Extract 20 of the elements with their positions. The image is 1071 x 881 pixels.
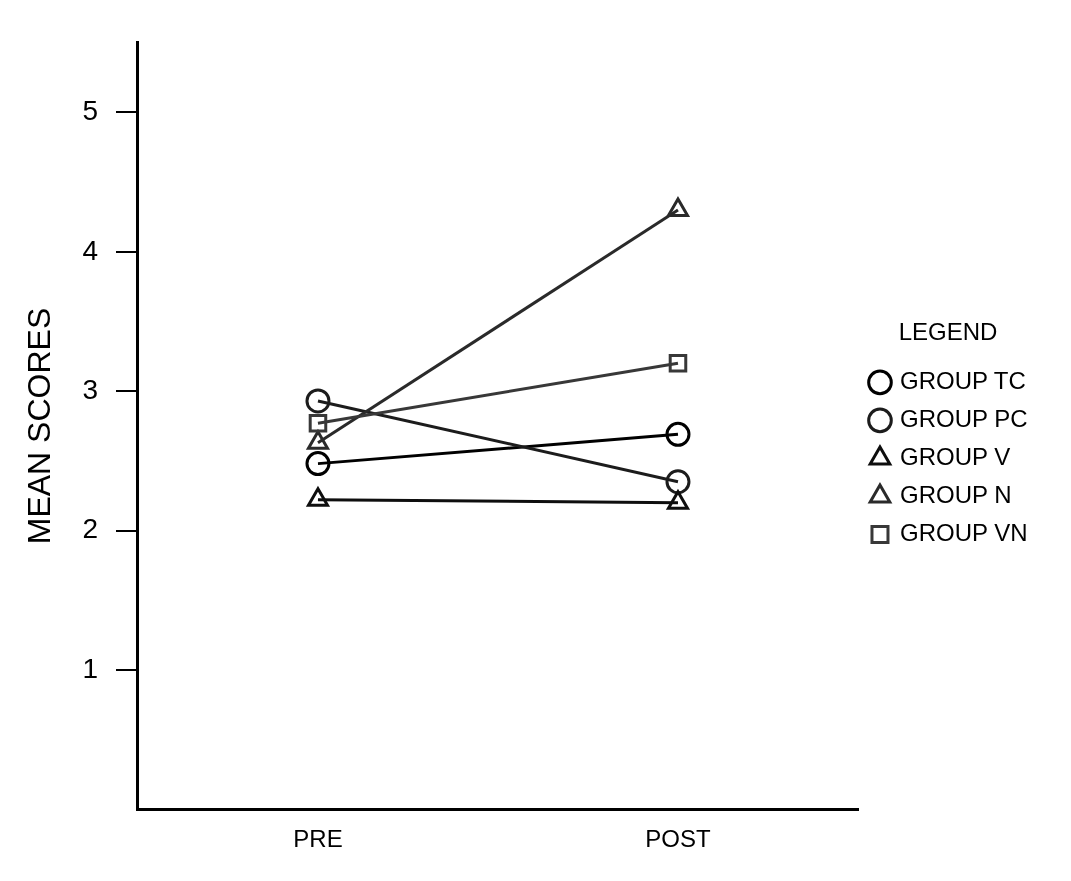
legend-title: LEGEND xyxy=(898,318,998,346)
x-tick-label: POST xyxy=(645,825,711,853)
point xyxy=(305,388,331,414)
y-tick-label: 4 xyxy=(82,234,98,266)
legend-label: GROUP PC xyxy=(899,405,1028,433)
y-tick-label: 3 xyxy=(82,373,98,405)
y-tick-label: 1 xyxy=(82,652,98,684)
legend-label: GROUP V xyxy=(899,443,1011,471)
y-axis-title: MEAN SCORES xyxy=(21,307,58,545)
x-tick-label: PRE xyxy=(293,825,343,853)
point xyxy=(308,413,328,433)
point xyxy=(305,451,331,477)
y-tick-label: 2 xyxy=(82,513,98,545)
point xyxy=(665,469,691,495)
legend-label: GROUP TC xyxy=(899,367,1026,395)
point xyxy=(668,354,688,373)
y-tick-label: 5 xyxy=(82,95,98,127)
legend-label: GROUP VN xyxy=(899,519,1028,547)
legend-label: GROUP N xyxy=(899,481,1012,509)
point xyxy=(665,421,691,447)
